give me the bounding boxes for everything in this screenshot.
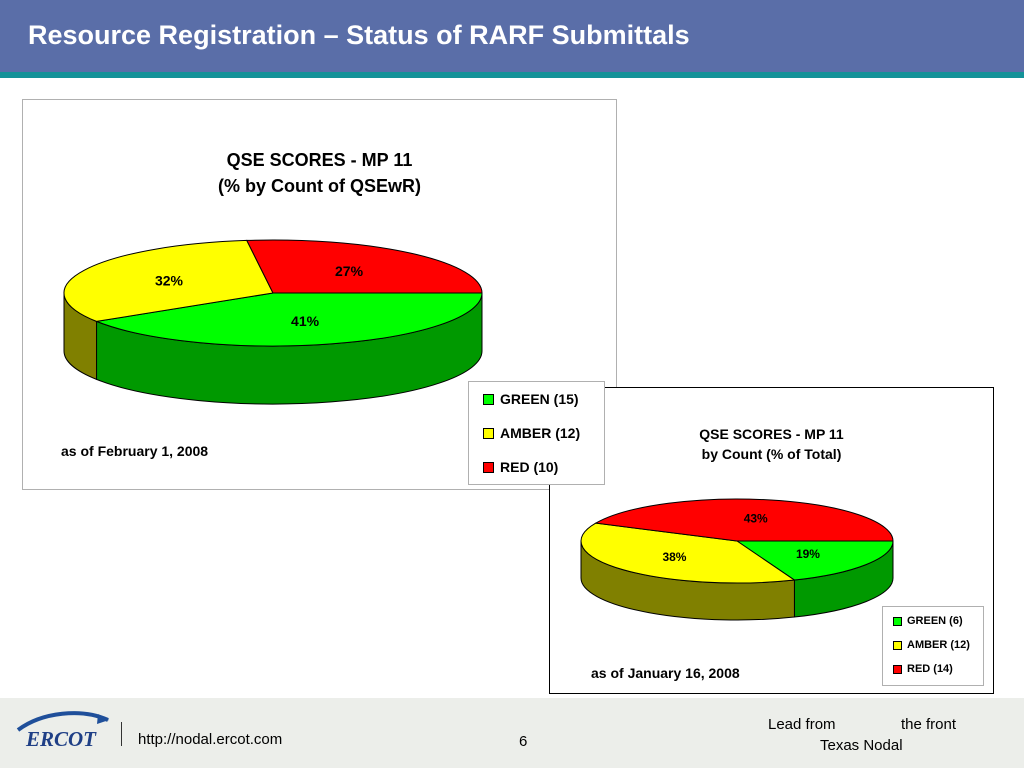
legend-swatch-amber bbox=[483, 427, 494, 439]
pie-slice bbox=[63, 239, 274, 322]
footer-divider bbox=[121, 722, 122, 746]
chart-title-line: QSE SCORES - MP 11 bbox=[699, 426, 844, 442]
legend-label: AMBER (12) bbox=[500, 425, 581, 441]
pie-data-label: 19% bbox=[796, 547, 820, 561]
tagline-lead: Lead from bbox=[768, 716, 836, 733]
pie-data-label: 32% bbox=[155, 272, 184, 288]
page-number: 6 bbox=[519, 733, 528, 750]
legend-label: RED (10) bbox=[500, 459, 559, 475]
legend-label: RED (14) bbox=[907, 663, 953, 675]
legend-swatch-amber bbox=[893, 640, 902, 650]
slide-footer bbox=[0, 698, 1024, 768]
pie-data-label: 27% bbox=[335, 263, 364, 279]
chart-title: QSE SCORES - MP 11 (% by Count of QSEwR) bbox=[23, 147, 616, 199]
pie-data-label: 43% bbox=[744, 512, 768, 526]
pie-chart: 41% 32% 27% bbox=[63, 239, 483, 405]
logo-text: ERCOT bbox=[25, 727, 97, 751]
pie-slice bbox=[594, 498, 894, 542]
legend-item-amber: AMBER (12) bbox=[483, 425, 580, 441]
qse-scores-chart-feb: QSE SCORES - MP 11 (% by Count of QSEwR)… bbox=[22, 99, 617, 490]
legend-swatch-green bbox=[483, 393, 494, 405]
pie-chart: 19% 38% 43% bbox=[580, 498, 894, 621]
legend-swatch-red bbox=[893, 664, 902, 674]
tagline-front: the front bbox=[901, 716, 957, 733]
pie-slice bbox=[246, 239, 483, 294]
pie-slice bbox=[580, 522, 796, 584]
chart-legend: GREEN (15) AMBER (12) RED (10) bbox=[468, 381, 605, 485]
legend-label: GREEN (15) bbox=[500, 391, 579, 407]
chart-title-line: QSE SCORES - MP 11 bbox=[226, 150, 413, 170]
chart-subtitle-line: (% by Count of QSEwR) bbox=[218, 176, 421, 196]
legend-label: AMBER (12) bbox=[907, 639, 970, 651]
pie-slice bbox=[735, 540, 894, 581]
legend-swatch-red bbox=[483, 461, 494, 473]
slide-title: Resource Registration – Status of RARF S… bbox=[28, 20, 690, 50]
slide-header bbox=[0, 0, 1024, 72]
legend-item-red: RED (14) bbox=[893, 663, 953, 675]
header-divider bbox=[0, 72, 1024, 78]
legend-item-green: GREEN (6) bbox=[893, 615, 963, 627]
as-of-date: as of February 1, 2008 bbox=[61, 443, 209, 459]
chart-subtitle-line: by Count (% of Total) bbox=[701, 446, 842, 462]
legend-swatch-green bbox=[893, 616, 902, 626]
legend-label: GREEN (6) bbox=[907, 615, 963, 627]
legend-item-red: RED (10) bbox=[483, 459, 558, 475]
pie-data-label: 41% bbox=[291, 313, 320, 329]
ercot-logo: ERCOT bbox=[16, 711, 109, 751]
tagline-nodal: Texas Nodal bbox=[820, 737, 903, 754]
as-of-date: as of January 16, 2008 bbox=[591, 665, 740, 681]
footer-url-link[interactable]: http://nodal.ercot.com bbox=[138, 731, 283, 748]
chart-title: QSE SCORES - MP 11 by Count (% of Total) bbox=[550, 424, 993, 464]
pie-data-label: 38% bbox=[662, 550, 686, 564]
legend-item-amber: AMBER (12) bbox=[893, 639, 970, 651]
chart-legend: GREEN (6) AMBER (12) RED (14) bbox=[882, 606, 984, 686]
legend-item-green: GREEN (15) bbox=[483, 391, 579, 407]
